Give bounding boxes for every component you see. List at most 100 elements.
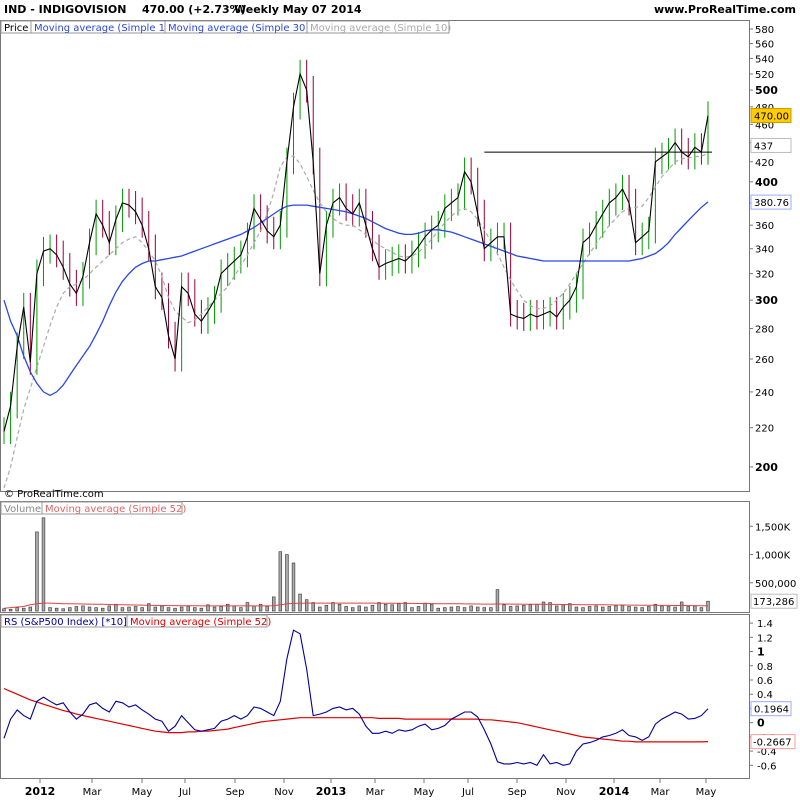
legend-volume-ma-box <box>41 501 183 515</box>
legend-ma10: Moving average (Simple 10) <box>310 23 451 34</box>
price-axis-label: 260 <box>755 355 774 366</box>
volume-bar <box>166 607 171 612</box>
volume-bar <box>68 607 72 612</box>
watermark: © ProRealTime.com <box>4 489 104 500</box>
rs-axis-label: -0.4 <box>757 747 777 758</box>
volume-bar <box>226 603 230 612</box>
legend-rs-ma: Moving average (Simple 52) <box>130 617 271 628</box>
volume-bar <box>686 606 690 612</box>
volume-bar <box>522 605 526 612</box>
price-axis-label: 360 <box>755 221 774 232</box>
x-axis-label: Sep <box>226 787 245 798</box>
volume-bar <box>272 596 276 612</box>
price-legend: Price Moving average (Simple 1) Moving a… <box>0 20 451 34</box>
last-price-badge: 470.00 <box>754 112 789 123</box>
volume-bar <box>351 607 355 612</box>
volume-bar <box>482 607 486 612</box>
price-axis-label: 540 <box>755 54 774 65</box>
last-price-badge-box <box>750 108 792 124</box>
last-rs-ma-badge: -0.2667 <box>753 738 792 749</box>
site-url[interactable]: www.ProRealTime.com <box>654 3 796 16</box>
volume-bar <box>502 604 506 612</box>
x-axis-label: 2013 <box>316 785 347 798</box>
x-axis-label: 2014 <box>599 785 630 798</box>
price-axis-label: 320 <box>755 270 774 281</box>
rs-axis-label: 1.4 <box>757 619 773 630</box>
volume-bar <box>48 607 52 612</box>
price-axis-label: 240 <box>755 388 774 399</box>
volume-bar <box>35 531 39 612</box>
volume-bar <box>120 607 125 612</box>
x-axis-label: May <box>414 787 435 798</box>
volume-bar <box>258 603 263 612</box>
volume-bar <box>449 606 454 612</box>
last-volume-badge: 173,286 <box>753 597 794 608</box>
volume-bar <box>614 605 618 612</box>
volume-bar <box>193 607 197 612</box>
volume-bar <box>495 589 500 612</box>
volume-bar <box>318 606 322 612</box>
volume-bar <box>410 607 414 612</box>
volume-bar <box>239 607 243 612</box>
volume-bar <box>147 603 151 612</box>
volume-bar <box>601 606 605 612</box>
price-axis-label: 220 <box>755 424 774 435</box>
volume-bar <box>679 601 684 612</box>
volume-bar <box>699 607 704 612</box>
chart-period: Weekly May 07 2014 <box>234 3 362 16</box>
volume-bar <box>653 603 658 612</box>
legend-rs-ma-box <box>126 614 268 628</box>
price-axis-label: 420 <box>755 158 774 169</box>
x-axis-label: Mar <box>651 787 671 798</box>
volume-bar <box>561 604 565 612</box>
volume-bar <box>160 605 164 612</box>
price-line <box>3 71 709 432</box>
volume-bar <box>528 604 533 612</box>
legend-volume-ma: Moving average (Simple 52) <box>45 504 186 515</box>
price-axis-label: 400 <box>755 176 778 189</box>
volume-bar <box>199 607 204 612</box>
volume-bar <box>587 606 592 612</box>
volume-bar <box>620 605 625 612</box>
price-axis-label: 200 <box>755 461 778 474</box>
axes: 2002202402602803003203403603804004204404… <box>25 25 798 798</box>
last-ma30-badge: 380.76 <box>754 198 789 209</box>
volume-ma-line <box>3 602 708 609</box>
ma10-line <box>3 153 709 489</box>
x-axis-label: May <box>696 787 717 798</box>
rs-axis-label: 0.6 <box>757 676 773 687</box>
volume-bar <box>232 605 236 612</box>
volume-bar <box>127 606 131 612</box>
volume-bar <box>370 605 375 612</box>
volume-axis-label: 500,000 <box>755 579 796 590</box>
price-quote: 470.00 (+2.73%) <box>142 3 246 16</box>
volume-bar <box>666 606 671 612</box>
volume-bar <box>304 599 309 612</box>
volume-panel-frame <box>0 501 750 613</box>
rs-plot <box>3 629 709 766</box>
rs-axis-label: 1.2 <box>757 633 773 644</box>
rs-axis-label: 0.4 <box>757 690 773 701</box>
volume-bar <box>114 603 118 612</box>
volume-bar <box>153 606 158 612</box>
volume-bar <box>377 602 381 612</box>
price-axis-label: 460 <box>755 120 774 131</box>
volume-bar <box>324 605 329 612</box>
legend-ma1: Moving average (Simple 1) <box>34 23 169 34</box>
volume-bar <box>403 602 408 612</box>
price-axis-label: 580 <box>755 25 774 36</box>
volume-bar <box>476 606 480 612</box>
x-axis-label: Nov <box>274 787 294 798</box>
volume-legend: Volume Moving average (Simple 52) <box>0 501 186 515</box>
volume-bar <box>436 607 440 612</box>
volume-bar <box>541 601 546 612</box>
volume-axis-label: 1,000K <box>755 551 791 562</box>
volume-bar <box>140 607 144 612</box>
volume-bar <box>331 602 335 612</box>
x-axis-label: Mar <box>366 787 386 798</box>
volume-bar <box>607 606 612 612</box>
x-axis-label: 2012 <box>25 785 56 798</box>
volume-bar <box>344 606 348 612</box>
rs-line <box>3 629 709 766</box>
volume-bar <box>28 606 33 612</box>
